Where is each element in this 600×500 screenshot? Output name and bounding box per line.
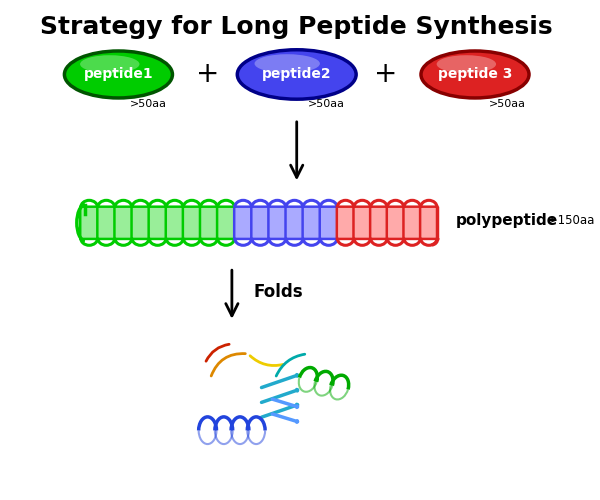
- Ellipse shape: [254, 54, 320, 73]
- Text: >150aa: >150aa: [544, 214, 594, 227]
- Text: Folds: Folds: [253, 283, 303, 301]
- FancyBboxPatch shape: [149, 206, 167, 239]
- FancyBboxPatch shape: [387, 206, 404, 239]
- Text: >50aa: >50aa: [489, 99, 526, 109]
- FancyBboxPatch shape: [370, 206, 388, 239]
- FancyBboxPatch shape: [268, 206, 286, 239]
- FancyBboxPatch shape: [115, 206, 133, 239]
- FancyBboxPatch shape: [353, 206, 371, 239]
- FancyBboxPatch shape: [80, 206, 98, 239]
- Text: peptide 3: peptide 3: [438, 68, 512, 82]
- Text: peptide2: peptide2: [262, 68, 332, 82]
- Text: peptide1: peptide1: [83, 68, 153, 82]
- Ellipse shape: [437, 55, 496, 73]
- FancyBboxPatch shape: [217, 206, 235, 239]
- FancyBboxPatch shape: [420, 206, 437, 239]
- FancyBboxPatch shape: [97, 206, 115, 239]
- FancyBboxPatch shape: [286, 206, 304, 239]
- Ellipse shape: [80, 55, 140, 73]
- FancyBboxPatch shape: [251, 206, 269, 239]
- Ellipse shape: [64, 51, 172, 98]
- Ellipse shape: [237, 50, 356, 99]
- FancyBboxPatch shape: [320, 206, 338, 239]
- FancyBboxPatch shape: [183, 206, 201, 239]
- FancyBboxPatch shape: [337, 206, 355, 239]
- Text: polypeptide: polypeptide: [456, 213, 558, 228]
- FancyBboxPatch shape: [166, 206, 184, 239]
- FancyBboxPatch shape: [403, 206, 421, 239]
- Text: >50aa: >50aa: [308, 99, 345, 109]
- Text: >50aa: >50aa: [130, 99, 167, 109]
- FancyBboxPatch shape: [234, 206, 252, 239]
- FancyBboxPatch shape: [200, 206, 218, 239]
- FancyBboxPatch shape: [302, 206, 320, 239]
- Text: +: +: [196, 60, 219, 88]
- FancyBboxPatch shape: [131, 206, 149, 239]
- Ellipse shape: [421, 51, 529, 98]
- Text: Strategy for Long Peptide Synthesis: Strategy for Long Peptide Synthesis: [40, 15, 553, 39]
- Text: +: +: [374, 60, 398, 88]
